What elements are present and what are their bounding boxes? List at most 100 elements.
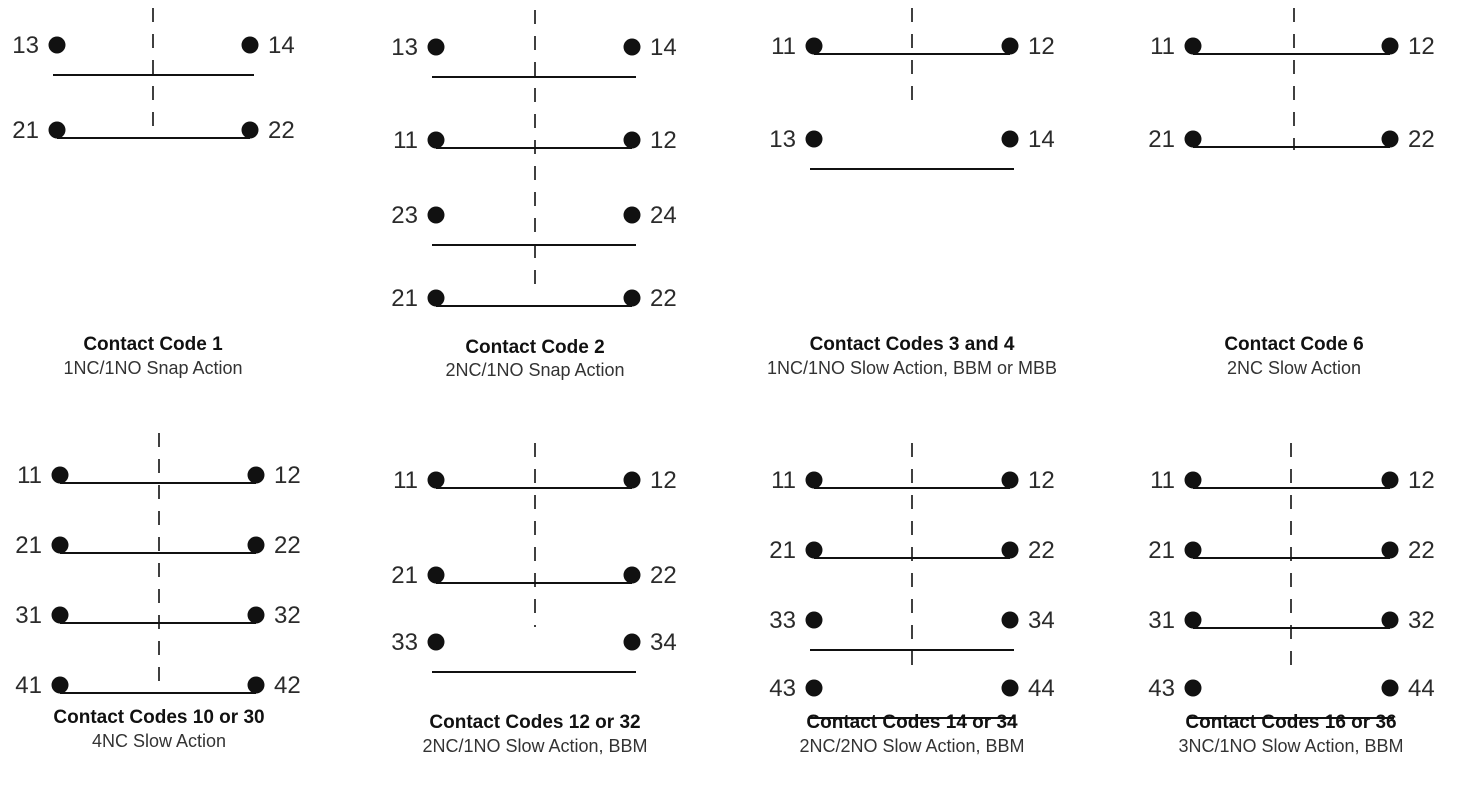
terminal-dot-left: [427, 131, 445, 149]
terminal-dot-right: [1001, 130, 1019, 148]
terminal-label-left: 21: [391, 285, 418, 312]
diagram-title: Contact Codes 12 or 32: [429, 712, 640, 733]
contact-pair: 21 22: [1148, 537, 1434, 564]
terminal-dot-left: [51, 676, 69, 694]
terminal-label-right: 44: [1028, 675, 1055, 702]
diagram-title: Contact Code 6: [1224, 334, 1363, 355]
terminal-label-right: 22: [1408, 126, 1435, 153]
terminal-dot-left: [427, 471, 445, 489]
terminal-label-left: 31: [1148, 607, 1175, 634]
diagram-title: Contact Codes 14 or 34: [806, 712, 1018, 733]
terminal-dot-left: [1184, 679, 1202, 697]
diagram-title: Contact Code 2: [465, 337, 604, 358]
contact-pair: 31 32: [15, 602, 300, 629]
contact-pair: 13 14: [12, 32, 295, 76]
contact-diagram: 11 12 21 22 31 32 43 44 Contact Codes 16 or 36 3N…: [1148, 443, 1435, 756]
terminal-label-right: 22: [1028, 537, 1055, 564]
terminal-label-right: 22: [650, 562, 677, 589]
terminal-label-left: 21: [15, 532, 42, 559]
terminal-label-right: 22: [650, 285, 677, 312]
terminal-label-left: 11: [393, 467, 418, 494]
contact-pair: 21 22: [769, 537, 1054, 564]
contact-pair: 31 32: [1148, 607, 1434, 634]
contact-diagram: 11 12 21 22 Contact Code 6 2NC Slow Action: [1148, 8, 1435, 378]
terminal-dot-right: [1001, 679, 1019, 697]
terminal-dot-left: [805, 130, 823, 148]
terminal-label-right: 12: [650, 467, 677, 494]
terminal-dot-right: [1001, 611, 1019, 629]
terminal-dot-right: [1381, 611, 1399, 629]
diagram-subtitle: 4NC Slow Action: [92, 731, 226, 751]
terminal-label-left: 11: [1150, 33, 1175, 60]
terminal-dot-left: [48, 36, 66, 54]
terminal-label-right: 22: [1408, 537, 1435, 564]
terminal-dot-left: [1184, 471, 1202, 489]
terminal-dot-right: [623, 38, 641, 56]
terminal-label-right: 22: [268, 117, 295, 144]
terminal-dot-left: [51, 606, 69, 624]
terminal-label-right: 22: [274, 532, 301, 559]
contact-pair: 21 22: [1148, 126, 1434, 153]
terminal-label-right: 24: [650, 202, 677, 229]
terminal-dot-left: [48, 121, 66, 139]
terminal-dot-left: [1184, 130, 1202, 148]
terminal-dot-left: [805, 679, 823, 697]
diagram-subtitle: 1NC/1NO Snap Action: [63, 358, 242, 378]
terminal-label-right: 12: [1408, 467, 1435, 494]
terminal-label-left: 11: [393, 127, 418, 154]
terminal-label-right: 32: [274, 602, 301, 629]
terminal-dot-left: [805, 471, 823, 489]
terminal-dot-right: [241, 121, 259, 139]
terminal-dot-left: [51, 536, 69, 554]
terminal-dot-right: [1381, 541, 1399, 559]
terminal-dot-left: [427, 289, 445, 307]
contact-pair: 11 12: [1150, 33, 1435, 60]
terminal-label-right: 12: [650, 127, 677, 154]
diagram-title: Contact Codes 10 or 30: [53, 707, 264, 728]
terminal-dot-right: [623, 633, 641, 651]
terminal-dot-right: [1381, 130, 1399, 148]
terminal-label-right: 14: [1028, 126, 1055, 153]
contact-diagram: 11 12 13 14 Contact Codes 3 and 4 1NC/1NO Slo…: [767, 8, 1057, 378]
terminal-dot-right: [623, 471, 641, 489]
terminal-dot-right: [247, 536, 265, 554]
contact-pair: 33 34: [769, 607, 1055, 651]
terminal-label-left: 13: [391, 34, 418, 61]
terminal-dot-left: [427, 206, 445, 224]
terminal-dot-right: [1381, 37, 1399, 55]
terminal-dot-left: [427, 38, 445, 56]
terminal-dot-right: [1001, 471, 1019, 489]
terminal-dot-left: [805, 611, 823, 629]
contact-pair: 11 12: [1150, 467, 1435, 494]
terminal-label-left: 13: [769, 126, 796, 153]
contact-pair: 13 14: [769, 126, 1055, 170]
terminal-label-left: 21: [1148, 537, 1175, 564]
terminal-dot-left: [805, 541, 823, 559]
contact-pair: 43 44: [769, 675, 1055, 719]
terminal-dot-left: [427, 633, 445, 651]
diagram-subtitle: 2NC/2NO Slow Action, BBM: [799, 736, 1024, 756]
contact-pair: 11 12: [393, 467, 677, 494]
contact-diagram: 11 12 21 22 31 32 41 42 Contact Codes 10 or 30 4N…: [15, 433, 301, 751]
terminal-label-right: 34: [1028, 607, 1055, 634]
contact-pair: 43 44: [1148, 675, 1435, 719]
terminal-dot-right: [241, 36, 259, 54]
terminal-dot-left: [1184, 37, 1202, 55]
terminal-dot-right: [1381, 679, 1399, 697]
terminal-label-right: 12: [274, 462, 301, 489]
terminal-dot-left: [1184, 611, 1202, 629]
terminal-label-left: 13: [12, 32, 39, 59]
terminal-label-left: 11: [17, 462, 42, 489]
terminal-label-left: 31: [15, 602, 42, 629]
terminal-label-left: 11: [771, 467, 796, 494]
contact-pair: 11 12: [771, 467, 1055, 494]
terminal-label-left: 21: [12, 117, 39, 144]
terminal-label-right: 44: [1408, 675, 1435, 702]
diagram-title: Contact Codes 3 and 4: [810, 334, 1015, 355]
diagram-subtitle: 1NC/1NO Slow Action, BBM or MBB: [767, 358, 1057, 378]
terminal-dot-left: [427, 566, 445, 584]
contact-pair: 11 12: [393, 127, 677, 154]
terminal-dot-right: [247, 676, 265, 694]
